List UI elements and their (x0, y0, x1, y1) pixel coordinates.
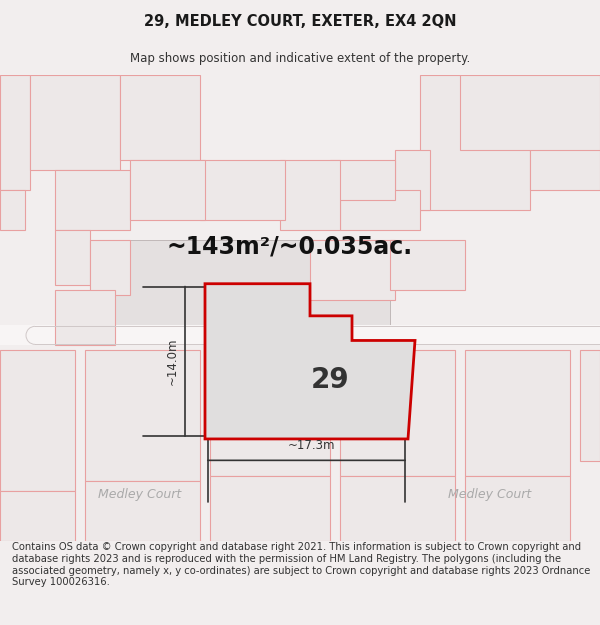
Polygon shape (120, 75, 200, 160)
Polygon shape (0, 351, 75, 491)
Polygon shape (420, 75, 530, 210)
Text: ~14.0m: ~14.0m (166, 338, 179, 385)
Text: Map shows position and indicative extent of the property.: Map shows position and indicative extent… (130, 52, 470, 65)
Polygon shape (130, 160, 205, 220)
Polygon shape (90, 240, 130, 295)
Polygon shape (460, 75, 600, 150)
Polygon shape (0, 190, 25, 230)
Polygon shape (115, 240, 390, 326)
Polygon shape (35, 326, 600, 344)
Polygon shape (465, 476, 570, 541)
Polygon shape (0, 491, 75, 541)
Polygon shape (30, 75, 120, 170)
Polygon shape (580, 351, 600, 461)
Polygon shape (310, 240, 395, 300)
Text: Medley Court: Medley Court (98, 488, 182, 501)
Polygon shape (0, 75, 30, 190)
Polygon shape (85, 481, 200, 541)
Polygon shape (390, 240, 465, 290)
Polygon shape (0, 326, 600, 346)
Text: ~143m²/~0.035ac.: ~143m²/~0.035ac. (167, 234, 413, 258)
Polygon shape (530, 75, 600, 190)
Polygon shape (210, 476, 330, 541)
Polygon shape (55, 290, 115, 346)
Text: 29: 29 (311, 366, 349, 394)
Polygon shape (200, 160, 285, 220)
Polygon shape (85, 351, 200, 481)
Polygon shape (340, 190, 420, 230)
Polygon shape (465, 351, 570, 476)
Text: Contains OS data © Crown copyright and database right 2021. This information is : Contains OS data © Crown copyright and d… (12, 542, 590, 587)
Polygon shape (55, 230, 90, 285)
Polygon shape (340, 476, 455, 541)
Polygon shape (205, 284, 415, 439)
Polygon shape (330, 160, 395, 200)
Polygon shape (395, 150, 430, 210)
Polygon shape (55, 170, 130, 230)
Text: ~17.3m: ~17.3m (288, 439, 335, 452)
Polygon shape (340, 351, 455, 476)
Text: Medley Court: Medley Court (448, 488, 532, 501)
Text: 29, MEDLEY COURT, EXETER, EX4 2QN: 29, MEDLEY COURT, EXETER, EX4 2QN (144, 14, 456, 29)
Polygon shape (210, 351, 330, 476)
Polygon shape (280, 160, 340, 230)
